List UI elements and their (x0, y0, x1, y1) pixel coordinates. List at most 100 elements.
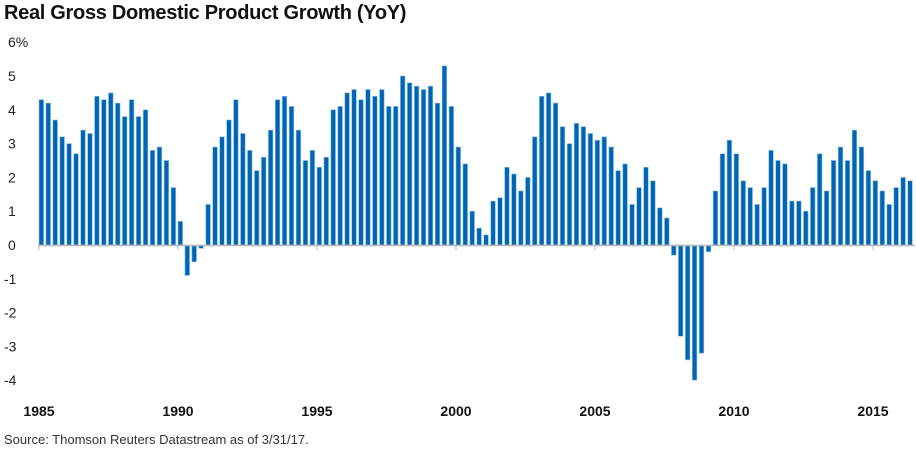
bar (636, 187, 642, 246)
bar (52, 119, 58, 246)
bar (587, 133, 593, 246)
bar (268, 129, 274, 246)
y-tick-label: -1 (4, 271, 17, 287)
bar (497, 197, 503, 246)
bar (372, 95, 378, 246)
bar (518, 190, 524, 246)
bar (817, 153, 823, 246)
bar (615, 170, 621, 246)
bar (149, 150, 156, 246)
bar (288, 106, 295, 246)
bar (274, 99, 281, 246)
x-tick-label: 1985 (23, 403, 54, 419)
bar (129, 99, 135, 246)
bar (907, 180, 913, 246)
bar (337, 106, 343, 246)
bar (184, 244, 190, 276)
bar (837, 146, 844, 246)
x-axis: 1985 1990 1995 2000 2005 2010 2015 (23, 245, 889, 419)
bar (573, 123, 580, 246)
bar (671, 244, 677, 256)
bar (858, 146, 864, 246)
bar (559, 126, 566, 246)
bar (379, 89, 385, 246)
bars (38, 65, 913, 381)
bar (754, 204, 760, 246)
bar (719, 153, 725, 246)
bar (504, 166, 510, 246)
bar (101, 99, 107, 246)
bar (386, 106, 392, 246)
bar (393, 106, 399, 246)
bar (420, 89, 427, 246)
bar (657, 207, 663, 246)
x-tick-label: 2010 (718, 403, 749, 419)
bar (365, 89, 371, 246)
y-axis: 6% 5 4 3 2 1 0 -1 -2 -3 -4 (4, 34, 28, 388)
bar (142, 109, 149, 246)
bar (865, 170, 871, 246)
source-note: Source: Thomson Reuters Datastream as of… (4, 432, 309, 447)
bar (712, 190, 719, 246)
bar (761, 187, 767, 246)
y-tick-label: 1 (8, 203, 16, 219)
bar (879, 190, 885, 246)
bar (678, 244, 684, 337)
bar (532, 136, 538, 246)
bar (80, 129, 86, 246)
bar (191, 244, 197, 263)
x-tick-label: 2000 (440, 403, 471, 419)
bar (400, 75, 406, 246)
bar (351, 89, 357, 246)
bar (122, 116, 128, 246)
bar (427, 85, 434, 246)
bar (205, 204, 211, 246)
bar (73, 153, 79, 246)
bar (643, 166, 649, 246)
y-tick-label: -4 (4, 372, 17, 388)
bar (893, 187, 899, 246)
bar (733, 153, 739, 246)
bar (580, 126, 586, 246)
bar (302, 160, 309, 246)
bar (511, 173, 517, 246)
bar (476, 227, 482, 246)
y-tick-label: 4 (8, 102, 16, 118)
bar (810, 187, 816, 246)
bar (469, 210, 475, 246)
y-tick-label: 0 (8, 237, 16, 253)
bar (539, 95, 545, 246)
bar (455, 146, 461, 246)
bar (900, 177, 906, 246)
bar (407, 82, 413, 246)
bar (698, 244, 705, 354)
x-tick-label: 2005 (579, 403, 610, 419)
bar (212, 146, 218, 246)
bar (156, 146, 163, 246)
bar (240, 133, 246, 246)
bar (483, 234, 489, 246)
bar (650, 180, 656, 246)
bar (233, 99, 239, 246)
bar (490, 200, 496, 246)
bar (247, 150, 253, 246)
bar (664, 217, 670, 246)
bar (163, 160, 170, 246)
bar (87, 133, 93, 246)
bar (685, 244, 691, 361)
bar (608, 146, 614, 246)
bar (295, 129, 302, 246)
y-tick-label: 5 (8, 68, 16, 84)
x-tick-label: 1995 (301, 403, 332, 419)
bar (629, 204, 635, 246)
y-tick-label: 2 (8, 169, 16, 185)
bar (844, 160, 851, 246)
bar (601, 136, 607, 246)
bar (254, 170, 260, 246)
bar (108, 92, 114, 246)
bar (177, 221, 183, 246)
bar (413, 85, 420, 246)
bar (789, 200, 795, 246)
bar (94, 95, 100, 246)
bar (38, 99, 44, 246)
